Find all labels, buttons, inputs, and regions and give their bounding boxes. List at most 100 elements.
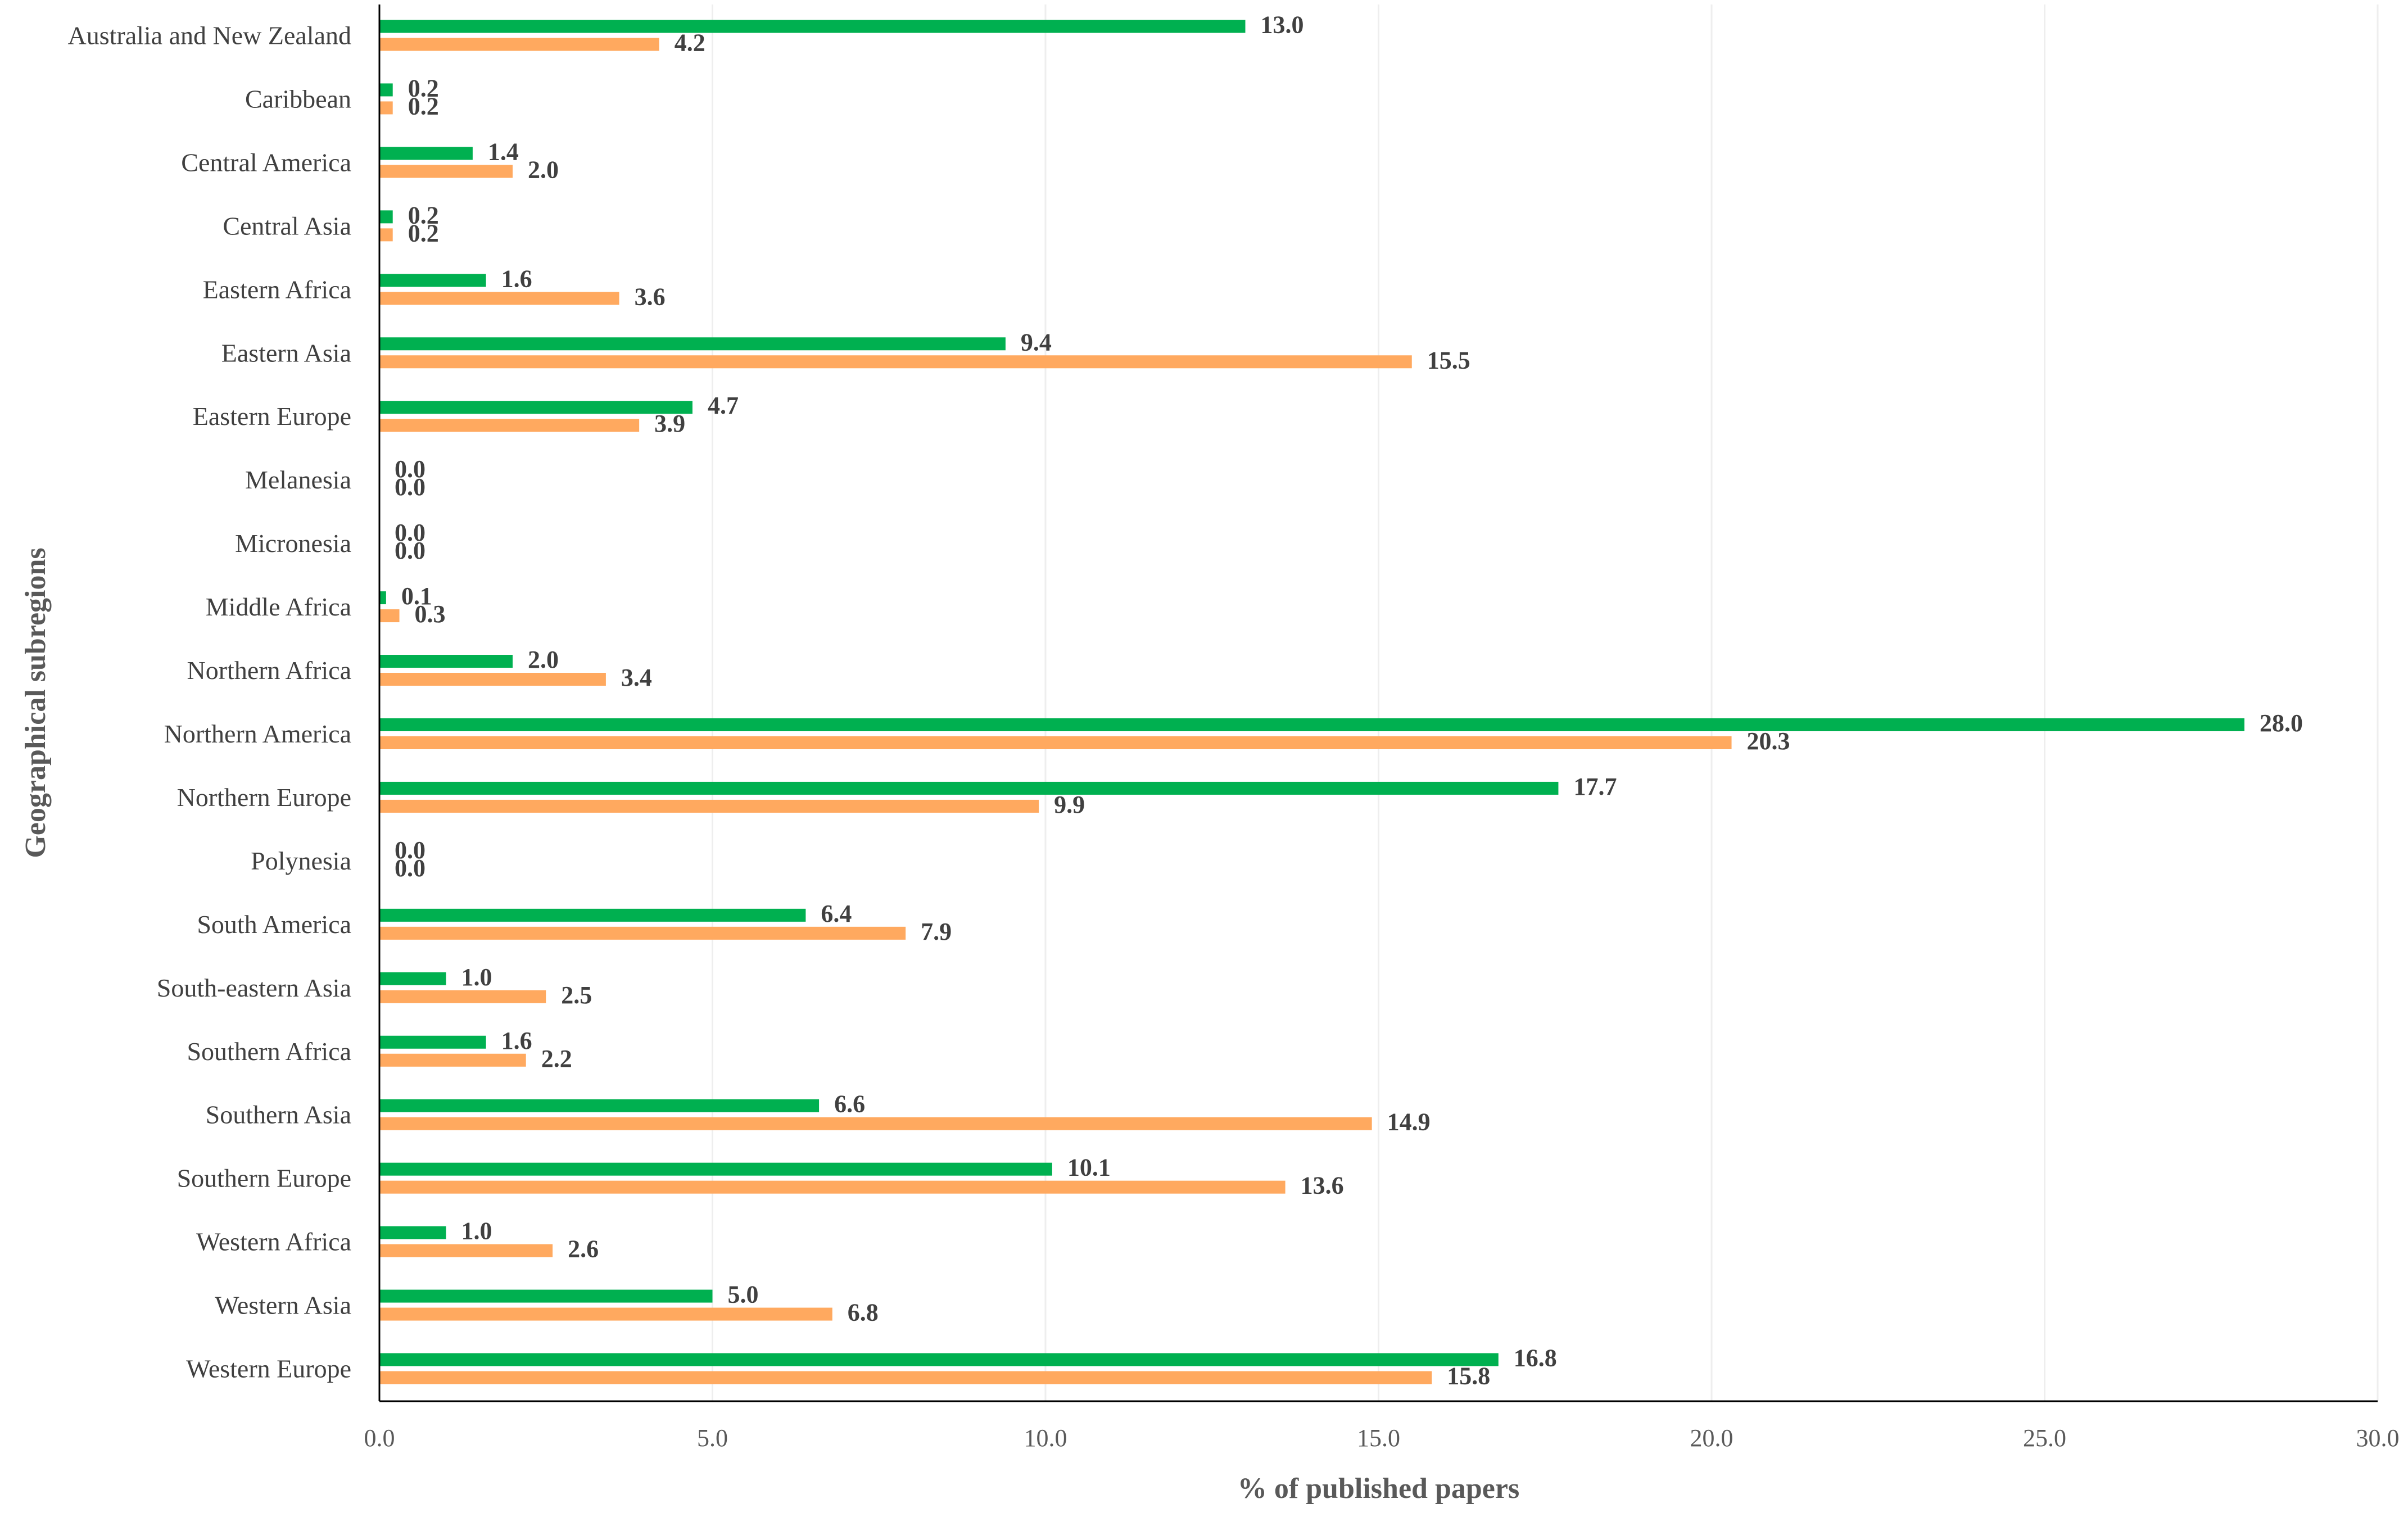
data-label: 13.0 bbox=[1261, 11, 1304, 38]
data-label: 1.0 bbox=[461, 1217, 492, 1245]
category-label: Eastern Asia bbox=[221, 338, 351, 367]
bar-series-2 bbox=[379, 609, 400, 623]
category-label: Southern Europe bbox=[177, 1164, 351, 1193]
data-label: 2.5 bbox=[561, 981, 592, 1009]
category-label: Western Europe bbox=[186, 1355, 351, 1383]
category-label: South America bbox=[197, 910, 351, 939]
bar-series-1 bbox=[379, 20, 1246, 33]
axes bbox=[378, 4, 2378, 1402]
bar-series-1 bbox=[379, 401, 692, 414]
bar-series-1 bbox=[379, 210, 393, 224]
bar-series-2 bbox=[379, 165, 513, 178]
x-tick-label: 30.0 bbox=[2356, 1424, 2400, 1452]
data-label: 9.9 bbox=[1054, 791, 1085, 818]
data-label: 0.2 bbox=[408, 219, 439, 247]
category-label: Western Asia bbox=[215, 1291, 351, 1320]
data-label: 9.4 bbox=[1021, 328, 1052, 356]
category-label: Northern Europe bbox=[177, 783, 351, 812]
data-label: 3.4 bbox=[621, 664, 652, 691]
x-tick-labels: 0.0 5.0 10.0 15.0 20.0 25.0 30.0 bbox=[364, 1424, 2400, 1452]
data-label: 1.0 bbox=[461, 963, 492, 991]
data-label: 4.2 bbox=[675, 29, 705, 56]
bar-series-1 bbox=[379, 718, 2244, 731]
bar-series-2 bbox=[379, 1053, 526, 1067]
data-label: 20.3 bbox=[1747, 727, 1790, 755]
bar-series-1 bbox=[379, 1162, 1052, 1176]
bar-series-2 bbox=[379, 228, 393, 242]
data-label: 0.0 bbox=[395, 519, 426, 546]
category-label: Northern America bbox=[164, 719, 351, 748]
bar-series-2 bbox=[379, 292, 619, 305]
data-label: 13.6 bbox=[1301, 1172, 1344, 1199]
bar-series-1 bbox=[379, 337, 1006, 351]
bar-series-2 bbox=[379, 736, 1732, 749]
data-label: 4.7 bbox=[708, 392, 739, 419]
data-label: 0.0 bbox=[395, 836, 426, 864]
bar-series-2 bbox=[379, 355, 1412, 369]
bar-series-1 bbox=[379, 1226, 446, 1239]
x-tick-label: 20.0 bbox=[1690, 1424, 1733, 1452]
bar-series-2 bbox=[379, 673, 606, 686]
bar-series-1 bbox=[379, 1353, 1499, 1366]
bar-series-1 bbox=[379, 655, 513, 668]
bar-series-1 bbox=[379, 1289, 713, 1303]
data-label: 6.6 bbox=[834, 1090, 865, 1118]
category-label: Central America bbox=[181, 148, 351, 176]
x-tick-label: 5.0 bbox=[697, 1424, 728, 1452]
data-label: 1.6 bbox=[501, 265, 532, 292]
data-label: 0.3 bbox=[415, 600, 446, 628]
data-label: 7.9 bbox=[921, 918, 952, 945]
bar-series-2 bbox=[379, 1117, 1372, 1130]
bar-series-1 bbox=[379, 972, 446, 985]
bar-series-1 bbox=[379, 781, 1559, 795]
data-label: 0.2 bbox=[408, 92, 439, 120]
data-label: 28.0 bbox=[2260, 709, 2303, 737]
bar-series-2 bbox=[379, 926, 906, 940]
x-tick-label: 10.0 bbox=[1024, 1424, 1067, 1452]
x-tick-label: 0.0 bbox=[364, 1424, 395, 1452]
data-label: 2.2 bbox=[541, 1045, 572, 1072]
data-label: 0.0 bbox=[395, 537, 426, 564]
data-label: 1.6 bbox=[501, 1027, 532, 1054]
data-label: 2.0 bbox=[528, 646, 559, 673]
category-label: Western Africa bbox=[196, 1228, 351, 1256]
category-label: Polynesia bbox=[251, 846, 351, 875]
data-label: 6.8 bbox=[848, 1299, 879, 1326]
data-label: 15.5 bbox=[1427, 346, 1470, 374]
category-label: Eastern Europe bbox=[193, 402, 351, 431]
data-label: 1.4 bbox=[488, 138, 519, 165]
bar-series-1 bbox=[379, 83, 393, 97]
bar-series-1 bbox=[379, 591, 386, 605]
y-axis-title: Geographical subregions bbox=[20, 547, 52, 858]
data-label: 0.2 bbox=[408, 201, 439, 229]
data-label: 16.8 bbox=[1514, 1344, 1557, 1372]
x-axis-title: % of published papers bbox=[1238, 1473, 1519, 1505]
data-label: 3.9 bbox=[654, 410, 685, 437]
category-label: Southern Asia bbox=[206, 1101, 351, 1129]
data-label: 2.0 bbox=[528, 156, 559, 183]
data-label: 5.0 bbox=[728, 1281, 759, 1308]
bar-series-1 bbox=[379, 1099, 820, 1112]
data-label: 2.6 bbox=[568, 1235, 599, 1263]
category-label: Middle Africa bbox=[206, 592, 351, 621]
bar-series-1 bbox=[379, 274, 486, 287]
bars bbox=[379, 20, 2244, 1384]
data-label: 15.8 bbox=[1447, 1362, 1490, 1390]
bar-series-2 bbox=[379, 419, 640, 432]
x-tick-label: 25.0 bbox=[2023, 1424, 2066, 1452]
bar-series-2 bbox=[379, 38, 659, 51]
bar-series-2 bbox=[379, 101, 393, 115]
data-label: 17.7 bbox=[1573, 773, 1617, 800]
data-label: 6.4 bbox=[821, 900, 852, 927]
category-label: Micronesia bbox=[235, 529, 351, 558]
bar-series-1 bbox=[379, 1035, 486, 1049]
bar-series-2 bbox=[379, 799, 1039, 813]
category-label: Southern Africa bbox=[187, 1037, 351, 1066]
category-label: Northern Africa bbox=[187, 656, 352, 685]
data-label: 3.6 bbox=[635, 283, 666, 310]
bar-series-2 bbox=[379, 1307, 832, 1321]
data-label: 10.1 bbox=[1067, 1154, 1111, 1181]
category-label: South-eastern Asia bbox=[157, 973, 351, 1002]
